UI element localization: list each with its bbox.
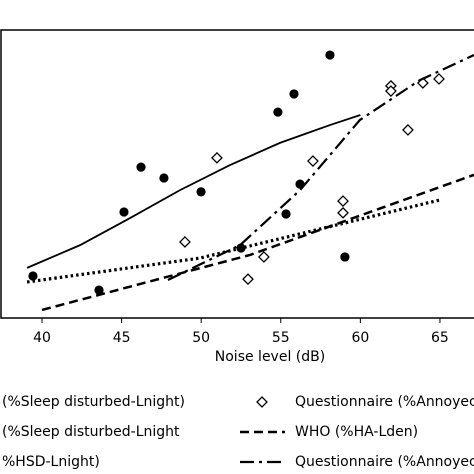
legend-label: Questionnaire (%Annoyec: [295, 394, 474, 410]
data-point: [196, 187, 206, 197]
data-point: [307, 155, 319, 167]
x-tick-label: 40: [33, 330, 51, 346]
x-tick-label: 65: [431, 330, 449, 346]
data-point: [159, 173, 169, 183]
data-point: [136, 162, 146, 172]
series-line: [26, 114, 361, 269]
legend-label: (%Sleep disturbed-Lnight): [2, 394, 185, 410]
legend-label: WHO (%HA-Lden): [295, 424, 418, 440]
data-point: [402, 124, 414, 136]
data-point: [28, 271, 38, 281]
data-point: [242, 273, 254, 286]
data-point: [257, 251, 270, 263]
x-axis-label: Noise level (dB): [215, 349, 325, 365]
series-line: [41, 173, 474, 312]
data-point: [325, 50, 335, 60]
data-point: [211, 151, 223, 164]
x-tick-label: 55: [272, 330, 290, 346]
legend-label: Questionnaire (%Annoyec: [295, 454, 474, 470]
data-point: [94, 285, 104, 295]
x-tick-label: 50: [192, 330, 210, 346]
data-point: [281, 209, 291, 219]
data-point: [384, 85, 397, 97]
x-tick-label: 45: [113, 330, 131, 346]
data-point: [273, 107, 283, 117]
data-point: [179, 236, 191, 248]
data-point: [433, 73, 445, 85]
data-point: [337, 195, 349, 207]
data-point: [119, 207, 129, 217]
legend-label: (%Sleep disturbed-Lnight: [2, 424, 180, 440]
legend-key: [256, 396, 268, 408]
data-point: [289, 89, 299, 99]
data-point: [340, 252, 350, 262]
x-tick-label: 60: [351, 330, 369, 346]
series-line: [167, 54, 474, 281]
plot-frame: [0, 29, 474, 319]
legend-label: %HSD-Lnight): [2, 454, 100, 470]
data-point: [337, 206, 349, 219]
